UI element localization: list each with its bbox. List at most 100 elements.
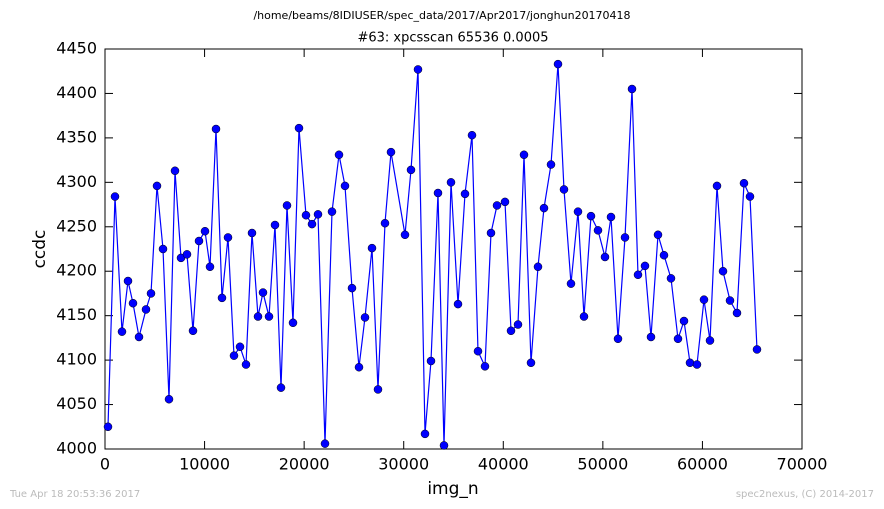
x-tick-label: 30000 (378, 455, 429, 474)
point (373, 385, 383, 394)
point (480, 362, 490, 371)
point (334, 150, 344, 160)
point (188, 326, 198, 336)
point (579, 312, 589, 321)
point (433, 188, 443, 198)
point (307, 219, 317, 229)
point (288, 318, 298, 328)
point (473, 346, 483, 356)
point (200, 226, 210, 236)
point (146, 289, 156, 298)
point (559, 185, 569, 194)
point (725, 296, 735, 305)
point (367, 243, 377, 253)
point (640, 261, 650, 271)
chart-title: #63: xpcsscan 65536 0.0005 (357, 31, 548, 46)
point (685, 358, 695, 368)
footer-right: spec2nexus, (C) 2014-2017 (736, 489, 874, 500)
suptitle: /home/beams/8IDIUSER/spec_data/2017/Apr2… (253, 9, 630, 22)
point (276, 383, 286, 392)
point (170, 166, 180, 176)
point (205, 262, 215, 272)
point (533, 262, 543, 272)
point (692, 360, 702, 369)
point (453, 299, 463, 309)
point (513, 320, 523, 329)
point (340, 181, 350, 191)
point (679, 316, 689, 326)
footer-left: Tue Apr 18 20:53:36 2017 (9, 489, 140, 500)
point (386, 147, 396, 157)
x-tick-label: 40000 (478, 455, 529, 474)
point (526, 358, 536, 368)
point (653, 230, 663, 240)
point (659, 250, 669, 260)
x-tick-label: 10000 (179, 455, 230, 474)
point (718, 266, 728, 276)
point (380, 218, 390, 228)
y-tick-label: 4050 (56, 394, 97, 413)
point (270, 220, 280, 230)
point (253, 312, 263, 321)
point (110, 192, 120, 201)
point (313, 210, 323, 219)
point (134, 332, 144, 342)
point (492, 201, 502, 210)
point (182, 250, 192, 259)
point (467, 130, 477, 140)
point (705, 336, 715, 345)
point (593, 226, 603, 235)
point (141, 305, 151, 314)
point (123, 276, 133, 286)
y-tick-label: 4300 (56, 172, 97, 191)
point (128, 298, 138, 308)
point (103, 422, 113, 432)
x-tick-label: 50000 (577, 455, 628, 474)
point (360, 313, 370, 322)
point (546, 160, 556, 169)
point (732, 308, 742, 318)
point (158, 244, 168, 254)
point (627, 84, 637, 94)
y-tick-label: 4200 (56, 261, 97, 280)
point (500, 197, 510, 207)
point (223, 233, 233, 242)
point (573, 207, 583, 216)
y-tick-label: 4350 (56, 127, 97, 146)
point (439, 441, 449, 450)
point (606, 212, 616, 222)
point (152, 181, 162, 191)
point (600, 252, 610, 262)
point (486, 228, 496, 238)
point (566, 279, 576, 288)
point (646, 332, 656, 342)
y-tick-label: 4450 (56, 39, 97, 58)
y-tick-label: 4150 (56, 305, 97, 324)
point (446, 178, 456, 187)
point (164, 394, 174, 404)
point (752, 345, 762, 354)
point (613, 334, 623, 344)
point (282, 201, 292, 210)
x-axis-label: img_n (427, 479, 478, 499)
point (406, 165, 416, 175)
point (320, 439, 330, 448)
point (633, 270, 643, 280)
point (258, 288, 268, 297)
point (194, 236, 204, 246)
point (211, 124, 221, 134)
point (264, 312, 274, 321)
point (294, 123, 304, 133)
x-tick-label: 0 (100, 455, 110, 474)
point (620, 233, 630, 242)
point (420, 429, 430, 439)
point (666, 274, 676, 283)
point (426, 356, 436, 366)
point (539, 203, 549, 213)
point (347, 283, 357, 293)
y-tick-label: 4250 (56, 216, 97, 235)
x-tick-label: 20000 (279, 455, 330, 474)
point (217, 293, 227, 303)
